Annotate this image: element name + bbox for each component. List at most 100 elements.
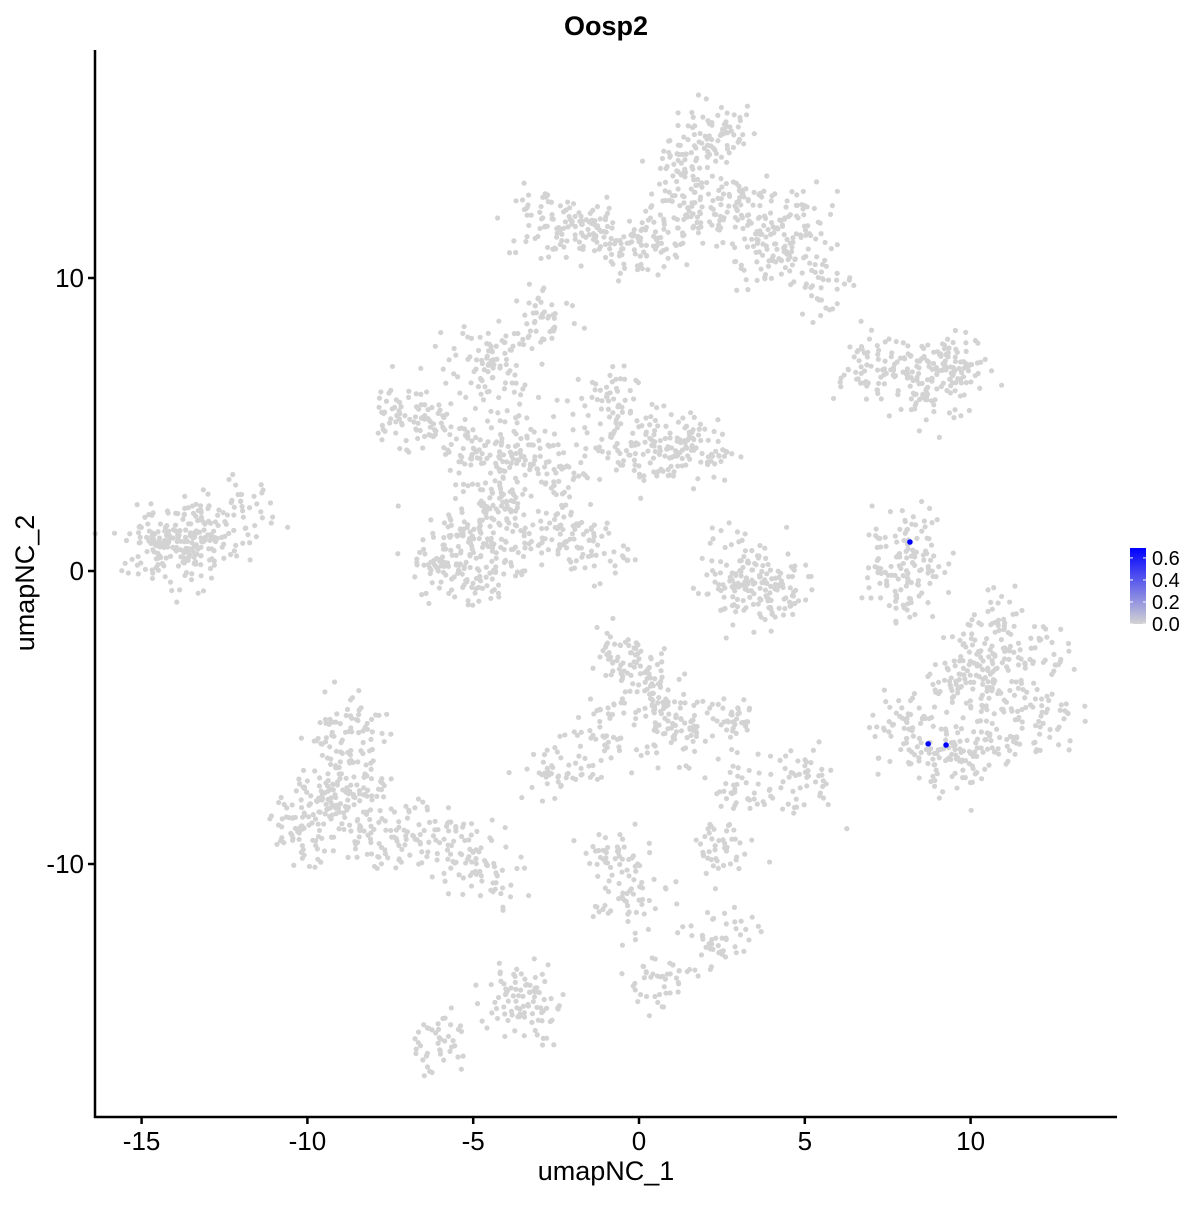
cell-point <box>344 785 350 791</box>
cell-point <box>411 419 417 425</box>
cell-point <box>512 1028 518 1034</box>
cell-point <box>1039 703 1045 709</box>
cell-point <box>666 189 672 195</box>
cell-point <box>560 526 566 533</box>
cell-point <box>633 868 639 874</box>
cell-point <box>502 339 508 345</box>
cell-point <box>717 217 723 224</box>
cell-point <box>896 552 902 558</box>
cell-point <box>502 538 508 544</box>
cell-point <box>1022 661 1028 667</box>
cell-point <box>592 903 599 909</box>
cell-point <box>1005 629 1011 636</box>
cell-point <box>895 576 901 582</box>
cell-point <box>490 502 496 508</box>
cell-point <box>930 773 936 779</box>
cell-point <box>967 362 973 368</box>
cell-point <box>403 803 409 809</box>
cell-point <box>667 430 673 436</box>
cell-point <box>542 536 548 542</box>
cell-point <box>814 296 820 302</box>
cell-point <box>239 508 246 514</box>
cell-point <box>738 212 745 218</box>
cell-point <box>869 503 875 509</box>
cell-point <box>975 370 981 377</box>
cell-point <box>632 450 638 457</box>
cell-point <box>512 979 518 985</box>
cell-point <box>457 532 463 538</box>
cell-point <box>479 1018 485 1024</box>
cell-point <box>802 763 808 769</box>
cell-point <box>573 760 579 766</box>
cell-point <box>731 132 737 138</box>
cell-point <box>745 287 751 293</box>
cell-point <box>899 508 905 514</box>
cell-point <box>1011 623 1017 629</box>
cell-point <box>510 993 516 999</box>
cell-point <box>750 601 756 608</box>
cell-point <box>722 585 728 591</box>
x-tick-label: 0 <box>632 1126 646 1156</box>
cell-point <box>546 313 552 319</box>
cell-point <box>610 660 616 666</box>
cell-point <box>153 542 159 548</box>
cell-point <box>347 697 354 703</box>
cell-point <box>898 746 904 753</box>
cell-point <box>639 226 645 232</box>
cell-point <box>822 257 828 263</box>
cell-point <box>659 1004 665 1010</box>
cell-point <box>692 189 698 195</box>
cell-point <box>513 362 519 369</box>
cell-point <box>532 974 538 981</box>
cell-point <box>487 470 494 476</box>
cell-point <box>925 342 931 348</box>
cell-point <box>718 949 724 955</box>
cell-point <box>733 572 739 579</box>
cell-point <box>485 330 491 336</box>
cell-point <box>316 809 322 815</box>
cell-point <box>943 757 949 764</box>
cell-point <box>288 830 294 836</box>
cell-point <box>866 336 873 342</box>
cell-point <box>127 531 133 537</box>
cell-point <box>619 836 626 842</box>
cell-point <box>415 796 422 802</box>
cell-point <box>657 212 663 218</box>
cell-point <box>440 366 446 372</box>
cell-point <box>946 678 953 684</box>
cell-point <box>710 716 716 722</box>
cell-point <box>921 713 927 719</box>
cell-point <box>415 420 421 426</box>
cell-point <box>720 191 727 197</box>
cell-point <box>764 246 770 252</box>
cell-point <box>493 343 499 349</box>
cell-point <box>903 548 909 554</box>
chart-title: Oosp2 <box>564 11 648 41</box>
cell-point <box>164 508 171 514</box>
cell-point <box>475 482 481 488</box>
cell-point <box>488 486 494 492</box>
cell-point <box>661 403 667 409</box>
cell-point <box>719 184 725 190</box>
cell-point <box>797 785 803 791</box>
cell-point <box>608 672 614 678</box>
cell-point <box>537 445 543 451</box>
cell-point <box>298 797 304 803</box>
cell-point <box>762 276 768 282</box>
cell-point <box>347 713 354 719</box>
cell-point <box>332 802 339 809</box>
cell-point <box>861 368 868 374</box>
cell-point <box>626 873 632 879</box>
cell-point <box>610 261 616 267</box>
cell-point <box>582 565 588 571</box>
cell-point <box>898 565 904 572</box>
cell-point <box>875 771 881 777</box>
cell-point <box>958 413 964 419</box>
cell-point <box>948 756 954 763</box>
cell-point <box>231 504 237 510</box>
cell-point <box>726 203 732 209</box>
colorbar-tick-label: 0.4 <box>1152 570 1180 592</box>
cell-point <box>922 524 928 530</box>
cell-point <box>471 368 477 375</box>
cell-point <box>810 747 816 753</box>
